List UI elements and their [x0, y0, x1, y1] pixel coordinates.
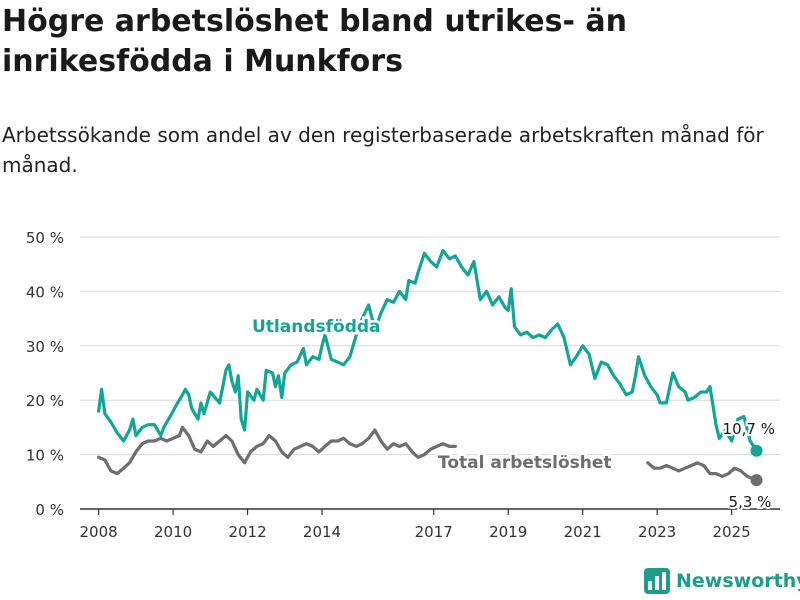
series-line	[97, 249, 759, 453]
x-tick-label: 2017	[415, 523, 453, 541]
y-tick-label: 0 %	[35, 501, 64, 519]
end-value-label: 10,7 %	[723, 420, 775, 438]
chart-subtitle: Arbetssökande som andel av den registerb…	[2, 123, 764, 177]
x-tick-label: 2021	[564, 523, 602, 541]
newsworthy-brand: Newsworthy	[644, 568, 800, 594]
x-axis: 2008 2010 2012 2014 2017 2019 2021 2023 2025	[80, 508, 780, 541]
x-tick-label: 2008	[80, 523, 118, 541]
x-tick-label: 2010	[154, 523, 192, 541]
gridlines	[80, 236, 780, 456]
x-tick-label: 2023	[638, 523, 676, 541]
x-tick-label: 2012	[228, 523, 266, 541]
series-line	[97, 425, 457, 476]
chart-annotations: 10,7 % 5,3 % Utlandsfödda Total arbetslöshe…	[250, 315, 777, 514]
bar-chart-logo-icon	[644, 568, 670, 594]
x-tick-label: 2019	[489, 523, 527, 541]
series-line	[646, 461, 759, 482]
series-lines	[97, 249, 763, 487]
x-tick-label: 2025	[713, 523, 751, 541]
y-tick-label: 40 %	[26, 283, 64, 301]
y-tick-label: 50 %	[26, 229, 64, 247]
y-tick-label: 20 %	[26, 392, 64, 410]
x-tick-label: 2014	[303, 523, 341, 541]
end-point	[750, 474, 763, 487]
series-annotation: Utlandsfödda	[252, 317, 381, 337]
series-annotation: Total arbetslöshet	[438, 453, 612, 473]
end-point	[750, 444, 763, 457]
chart-title: Högre arbetslöshet bland utrikes- än inr…	[2, 4, 627, 79]
brand-name: Newsworthy	[676, 570, 800, 592]
y-axis-tick-labels: 0 % 10 % 20 % 30 % 40 % 50 %	[26, 229, 64, 519]
y-tick-label: 10 %	[26, 447, 64, 465]
y-tick-label: 30 %	[26, 338, 64, 356]
end-value-label: 5,3 %	[729, 493, 772, 511]
